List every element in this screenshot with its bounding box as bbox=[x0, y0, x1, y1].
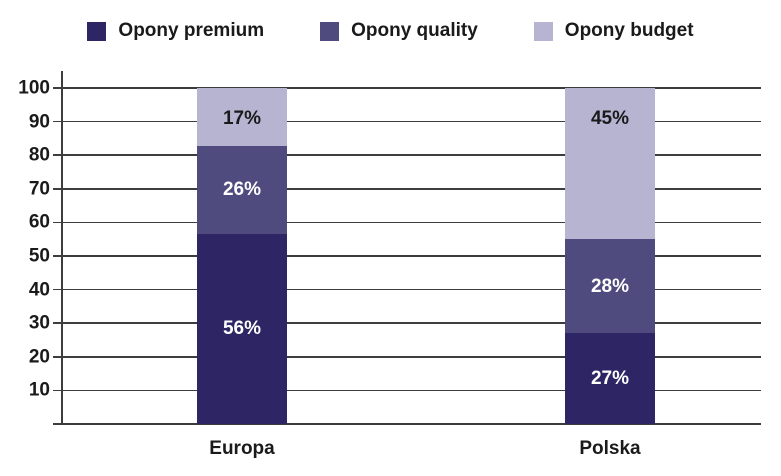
y-axis-line bbox=[61, 71, 63, 425]
bar-polska: 45% 28% 27% bbox=[565, 88, 655, 424]
gridline-10 bbox=[62, 389, 761, 392]
gridline-0 bbox=[62, 423, 761, 425]
gridline-50 bbox=[62, 255, 761, 257]
y-tickmark-0 bbox=[53, 423, 62, 425]
legend-label-opony-budget: Opony budget bbox=[564, 20, 694, 41]
gridline-20 bbox=[62, 356, 761, 358]
legend-swatch-opony-budget bbox=[533, 21, 553, 41]
y-tickmark-70 bbox=[53, 188, 62, 190]
y-tick-label-80: 80 bbox=[28, 144, 50, 166]
y-tick-label-100: 100 bbox=[18, 77, 50, 99]
gridline-70 bbox=[62, 188, 761, 190]
legend-item-opony-budget: Opony budget bbox=[533, 20, 694, 42]
bar-segment-europa-opony-quality: 26% bbox=[197, 145, 287, 234]
legend-item-opony-quality: Opony quality bbox=[320, 20, 478, 42]
y-tickmark-50 bbox=[53, 255, 62, 257]
y-tickmark-40 bbox=[53, 288, 62, 291]
legend-label-opony-premium: Opony premium bbox=[118, 20, 265, 41]
y-tick-label-60: 60 bbox=[28, 211, 50, 233]
legend-swatch-opony-quality bbox=[320, 21, 340, 41]
gridline-90 bbox=[62, 120, 761, 123]
plot-area: 10 20 30 40 50 60 70 80 90 100 17% 26% 56% 45% 28% 27% bbox=[18, 71, 761, 425]
gridline-40 bbox=[62, 288, 761, 291]
x-axis-label-polska: Polska bbox=[579, 438, 641, 459]
y-tickmark-60 bbox=[53, 221, 62, 224]
legend-item-opony-premium: Opony premium bbox=[87, 20, 264, 42]
y-tickmark-20 bbox=[53, 356, 62, 358]
y-tick-label-20: 20 bbox=[28, 346, 50, 368]
bar-value-label-polska-opony-budget: 45% bbox=[590, 108, 630, 129]
y-tick-label-90: 90 bbox=[28, 111, 50, 133]
y-tick-label-50: 50 bbox=[28, 245, 50, 267]
bar-segment-polska-opony-quality: 28% bbox=[565, 239, 655, 334]
bar-value-label-polska-opony-premium: 27% bbox=[590, 368, 630, 390]
y-tick-label-40: 40 bbox=[28, 279, 50, 301]
y-tickmark-90 bbox=[53, 120, 62, 123]
x-axis-labels: Europa Polska bbox=[62, 438, 761, 468]
gridline-30 bbox=[62, 322, 761, 324]
bar-europa: 17% 26% 56% bbox=[197, 88, 287, 424]
legend-swatch-opony-premium bbox=[87, 21, 107, 41]
bar-segment-polska-opony-budget: 45% bbox=[565, 88, 655, 240]
bar-value-label-europa-opony-quality: 26% bbox=[222, 179, 262, 201]
bar-segment-europa-opony-budget: 17% bbox=[197, 88, 287, 146]
gridline-80 bbox=[62, 154, 761, 156]
legend: Opony premium Opony quality Opony budget bbox=[0, 20, 781, 42]
y-tickmark-80 bbox=[53, 154, 62, 156]
gridline-100 bbox=[62, 87, 761, 89]
y-tickmark-100 bbox=[53, 87, 62, 89]
bar-value-label-europa-opony-budget: 17% bbox=[222, 108, 262, 129]
bar-value-label-europa-opony-premium: 56% bbox=[222, 318, 262, 340]
x-axis-label-europa: Europa bbox=[209, 438, 275, 459]
bar-value-label-polska-opony-quality: 28% bbox=[590, 275, 630, 297]
y-tick-label-70: 70 bbox=[28, 178, 50, 200]
y-tick-label-10: 10 bbox=[28, 379, 50, 401]
legend-label-opony-quality: Opony quality bbox=[351, 20, 478, 41]
gridline-60 bbox=[62, 221, 761, 224]
y-tickmark-30 bbox=[53, 322, 62, 324]
y-tickmark-10 bbox=[53, 389, 62, 392]
bar-segment-polska-opony-premium: 27% bbox=[565, 333, 655, 424]
y-tick-label-30: 30 bbox=[28, 312, 50, 334]
bar-segment-europa-opony-premium: 56% bbox=[197, 233, 287, 424]
